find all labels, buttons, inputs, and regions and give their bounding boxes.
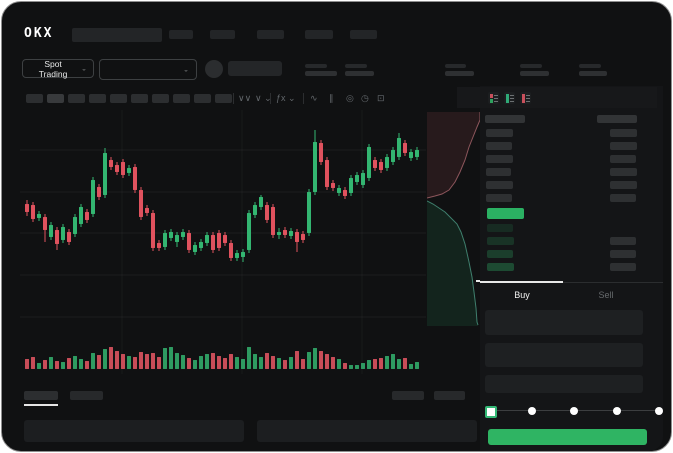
ask-row-amount[interactable] (610, 194, 636, 202)
candlestick-chart[interactable] (20, 110, 426, 374)
slider-dot-3[interactable] (612, 407, 621, 415)
chevron-down-icon: ⌄ (81, 66, 87, 72)
slider-handle[interactable] (485, 406, 497, 418)
tab-sell[interactable]: Sell (598, 290, 614, 300)
stat-label (345, 64, 367, 68)
tool-block-7[interactable] (152, 94, 169, 103)
orders-panel-right (257, 420, 477, 442)
ask-row-price[interactable] (486, 129, 513, 137)
nav-item-1[interactable] (169, 30, 193, 39)
coin-icon (205, 60, 223, 78)
stat-value (345, 71, 374, 76)
ask-row-amount[interactable] (610, 168, 637, 176)
nav-item-3[interactable] (257, 30, 284, 39)
market-type-dropdown[interactable]: Spot Trading ⌄ (22, 58, 94, 79)
nav-item-4[interactable] (305, 30, 333, 39)
tool-block-10[interactable] (215, 94, 232, 103)
compare-icon[interactable]: ∥ (329, 93, 334, 103)
book-bids-icon[interactable] (504, 92, 515, 104)
tool-block-5[interactable] (110, 94, 127, 103)
tool-block-8[interactable] (173, 94, 190, 103)
ask-row-price[interactable] (486, 155, 513, 163)
bid-row-amount[interactable] (610, 237, 636, 245)
tool-block-4[interactable] (89, 94, 106, 103)
tab-divider (480, 282, 663, 283)
market-type-label: Spot Trading (38, 58, 68, 79)
ticker-placeholder (72, 28, 162, 42)
slider-dot-1[interactable] (527, 407, 536, 415)
stat-value (520, 71, 549, 76)
bid-row-amount[interactable] (610, 250, 636, 258)
last-price-bar (487, 208, 524, 219)
interval-icon[interactable]: ∨∨ (238, 93, 252, 103)
nav-item-5[interactable] (350, 30, 377, 39)
ask-row-price[interactable] (486, 194, 512, 202)
chevron-down-icon: ⌄ (183, 67, 189, 73)
bid-row-price[interactable] (487, 263, 514, 271)
stat-label (445, 64, 466, 68)
bid-row-price[interactable] (487, 224, 513, 232)
camera-icon[interactable]: ◎ (346, 93, 354, 103)
stat-value (305, 71, 337, 76)
bid-row-price[interactable] (487, 250, 513, 258)
ask-row-price[interactable] (486, 181, 513, 189)
bid-row-amount[interactable] (610, 263, 636, 271)
ask-row-amount[interactable] (610, 155, 636, 163)
bottom-tab-open-orders[interactable] (24, 391, 58, 400)
okx-logo: OKX (24, 26, 54, 41)
orderbook[interactable] (480, 110, 663, 280)
stat-value (445, 71, 474, 76)
tab-buy[interactable]: Buy (514, 290, 530, 300)
total-field[interactable] (485, 375, 643, 393)
indicators-icon[interactable]: ƒx ⌄ (276, 93, 296, 103)
stat-label (520, 64, 542, 68)
price-field[interactable] (485, 310, 643, 335)
depth-chart[interactable] (427, 112, 480, 326)
slider-dot-2[interactable] (570, 407, 578, 415)
bid-row-price[interactable] (487, 237, 514, 245)
book-asks-icon[interactable] (520, 92, 531, 104)
line-tool-icon[interactable]: ∿ (310, 93, 318, 103)
ask-row-price[interactable] (486, 168, 511, 176)
book-both-icon[interactable] (488, 92, 499, 104)
stat-label (305, 64, 327, 68)
tool-block-1[interactable] (26, 94, 43, 103)
fullscreen-icon[interactable]: ⊡ (377, 93, 385, 103)
tool-block-9[interactable] (194, 94, 211, 103)
bottom-action-1[interactable] (392, 391, 424, 400)
ask-row-amount[interactable] (610, 142, 637, 150)
tool-block-6[interactable] (131, 94, 148, 103)
stat-label (579, 64, 601, 68)
amount-field[interactable] (485, 343, 643, 367)
orderbook-header-price[interactable] (485, 115, 525, 123)
pair-name-placeholder (228, 61, 282, 76)
timer-icon[interactable]: ◷ (361, 93, 369, 103)
bottom-tab-history[interactable] (70, 391, 103, 400)
nav-item-2[interactable] (210, 30, 235, 39)
slider-dot-4[interactable] (655, 407, 663, 415)
bottom-action-2[interactable] (434, 391, 465, 400)
tool-block-3[interactable] (68, 94, 85, 103)
orders-panel-left (24, 420, 244, 442)
pair-dropdown[interactable]: ⌄ (99, 59, 197, 80)
chart-type-icon[interactable]: ∨ ⌄ (255, 93, 272, 103)
ask-row-amount[interactable] (610, 181, 637, 189)
amount-slider[interactable] (485, 402, 663, 420)
ask-row-price[interactable] (486, 142, 512, 150)
buy-tab-indicator (480, 281, 563, 283)
orderbook-toolbar-bg (457, 87, 657, 108)
orderbook-header-amount[interactable] (597, 115, 637, 123)
ask-row-amount[interactable] (610, 129, 637, 137)
bottom-tab-indicator (24, 404, 58, 406)
tool-block-2[interactable] (47, 94, 64, 103)
buy-submit-button[interactable] (488, 429, 647, 445)
stat-value (579, 71, 607, 76)
